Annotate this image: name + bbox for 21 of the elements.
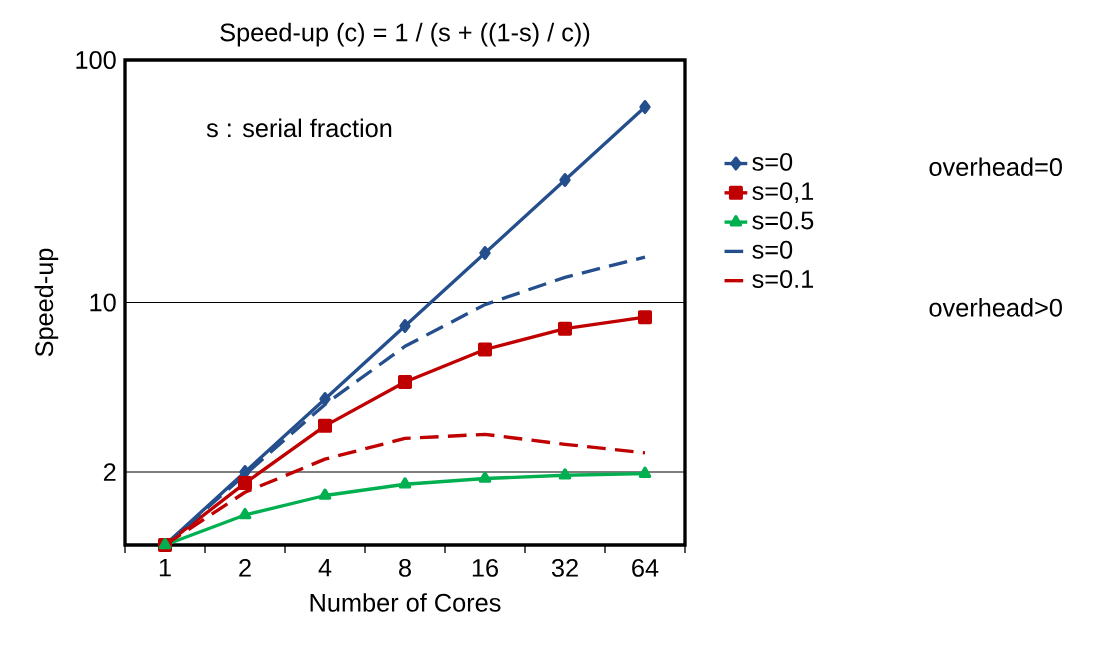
x-axis-title: Number of Cores bbox=[310, 593, 501, 612]
legend-label: s=0,1 bbox=[752, 182, 814, 204]
legend-label: s=0.5 bbox=[752, 211, 814, 230]
x-tick-label: 4 bbox=[318, 558, 332, 577]
y-tick-label: 10 bbox=[90, 293, 116, 312]
x-tick-label: 2 bbox=[239, 558, 251, 577]
chart-title: Speed-up (c) = 1 / (s + ((1-s) / c)) bbox=[220, 22, 590, 47]
x-tick-label: 32 bbox=[551, 558, 578, 577]
x-tick-label: 64 bbox=[632, 558, 659, 577]
legend-label: s=0 bbox=[752, 240, 793, 259]
y-tick-label: 2 bbox=[103, 463, 116, 481]
text: overhead=0 bbox=[929, 157, 1062, 176]
y-tick-label: 100 bbox=[76, 51, 116, 69]
annotation: s : serial fraction bbox=[206, 118, 392, 138]
x-tick-label: 8 bbox=[399, 558, 411, 577]
legend-label: s=0.1 bbox=[752, 270, 814, 288]
legend-label: s=0 bbox=[752, 152, 793, 171]
x-tick-label: 16 bbox=[472, 558, 498, 577]
text: overhead>0 bbox=[929, 298, 1062, 317]
y-axis-title: Speed-up bbox=[34, 248, 59, 357]
x-tick-label: 1 bbox=[159, 558, 171, 577]
